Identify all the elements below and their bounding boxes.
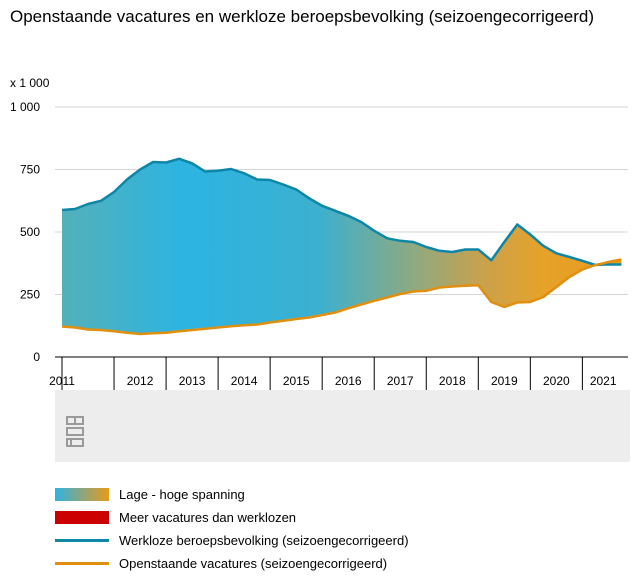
- legend-label: Openstaande vacatures (seizoengecorrigee…: [119, 556, 388, 571]
- x-tick-label: 2011: [49, 374, 75, 388]
- legend-item-more-vacancies: Meer vacatures dan werklozen: [55, 509, 615, 532]
- x-tick-label: 2020: [543, 374, 570, 388]
- x-tick-label: 2016: [335, 374, 362, 388]
- x-tick-label: 2019: [491, 374, 518, 388]
- series-line-vacancies: [61, 258, 622, 336]
- x-axis: 2011 2012 2013 2014 2015 2016 2017 2018 2019 2020…: [49, 357, 617, 393]
- legend-item-unemployed: Werkloze beroepsbevolking (seizoengecorr…: [55, 532, 615, 555]
- legend-swatch-vacancies-line: [55, 562, 109, 565]
- legend: Lage - hoge spanning Meer vacatures dan …: [55, 486, 615, 578]
- y-tick-label: 250: [20, 288, 40, 302]
- tension-area: [62, 158, 622, 334]
- x-tick-label: 2012: [127, 374, 154, 388]
- legend-swatch-unemployed-line: [55, 539, 109, 542]
- legend-swatch-red: [55, 511, 109, 524]
- x-tick-label: 2015: [283, 374, 310, 388]
- x-tick-label: 2021: [590, 374, 617, 388]
- legend-label: Werkloze beroepsbevolking (seizoengecorr…: [119, 533, 409, 548]
- legend-label: Lage - hoge spanning: [119, 487, 245, 502]
- footer-band: [55, 390, 630, 462]
- x-tick-label: 2013: [179, 374, 206, 388]
- y-tick-label: 500: [20, 225, 40, 239]
- cbs-logo-icon: [66, 416, 84, 447]
- y-tick-label: 1 000: [10, 100, 40, 114]
- y-axis: 0 250 500 750 1 000: [10, 100, 40, 364]
- chart-title: Openstaande vacatures en werkloze beroep…: [10, 7, 595, 26]
- legend-label: Meer vacatures dan werklozen: [119, 510, 297, 525]
- unit-label: x 1 000: [10, 76, 50, 90]
- y-tick-label: 750: [20, 163, 40, 177]
- x-tick-label: 2018: [439, 374, 466, 388]
- x-tick-label: 2014: [231, 374, 258, 388]
- x-tick-label: 2017: [387, 374, 414, 388]
- legend-item-tension: Lage - hoge spanning: [55, 486, 615, 509]
- y-tick-label: 0: [33, 350, 40, 364]
- series-line-unemployed: [61, 157, 622, 267]
- legend-item-vacancies: Openstaande vacatures (seizoengecorrigee…: [55, 555, 615, 578]
- chart-plot: x 1 000 0 250 500 750 1 000 2011 2012 2013 2014…: [10, 76, 630, 462]
- legend-swatch-gradient: [55, 488, 109, 501]
